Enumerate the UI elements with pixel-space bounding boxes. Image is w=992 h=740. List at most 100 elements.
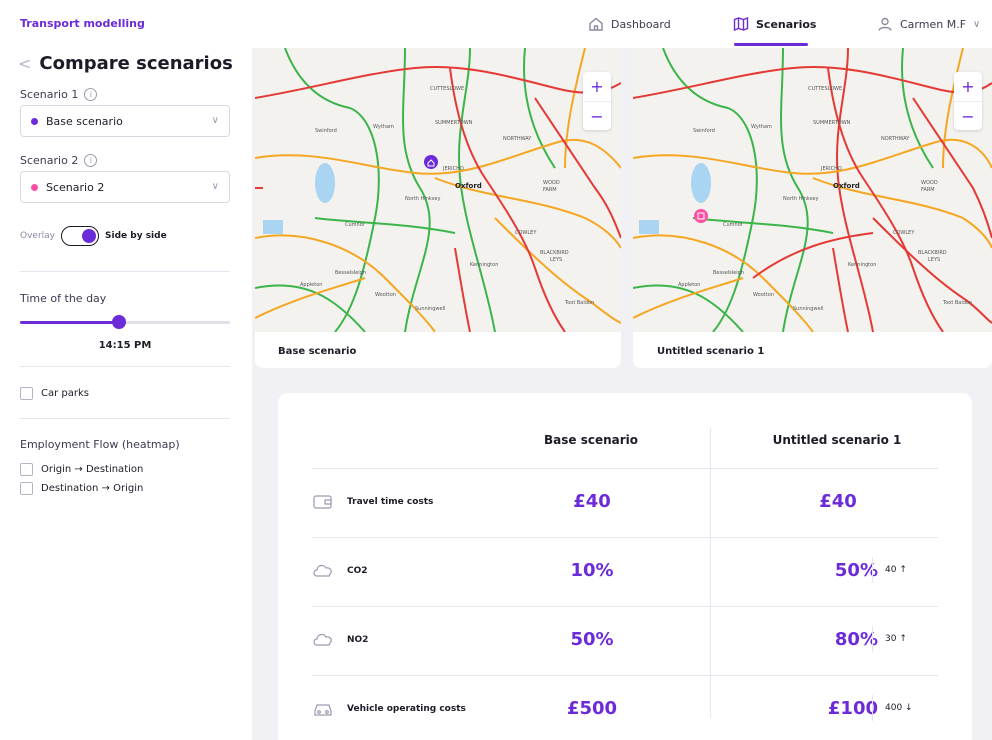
svg-text:Appleton: Appleton	[300, 282, 322, 288]
road-network: CUTTESLOWE SUMMERTOWN NORTHWAY Swinford …	[255, 48, 621, 332]
svg-text:LEYS: LEYS	[928, 257, 940, 263]
nav-dashboard[interactable]: Dashboard	[588, 16, 671, 32]
scenario1-select[interactable]: Base scenario ∨	[20, 105, 230, 137]
side-by-side-label[interactable]: Side by side	[105, 231, 167, 241]
toggle-knob	[82, 229, 96, 243]
map-card-base: CUTTESLOWE SUMMERTOWN NORTHWAY Swinford …	[255, 48, 621, 368]
svg-text:Besselsleigh: Besselsleigh	[335, 270, 366, 276]
view-mode-toggle[interactable]	[61, 226, 99, 246]
scenario2-select[interactable]: Scenario 2 ∨	[20, 171, 230, 203]
svg-text:WOOD: WOOD	[543, 180, 560, 186]
row-divider	[312, 675, 938, 676]
column-header-untitled: Untitled scenario 1	[772, 433, 902, 447]
svg-text:Kennington: Kennington	[848, 262, 876, 268]
svg-text:BLACKBIRD: BLACKBIRD	[918, 250, 947, 256]
user-name: Carmen M.F	[900, 17, 967, 31]
svg-text:Oxford: Oxford	[833, 182, 860, 190]
delta-badge: 400 ↓	[872, 695, 913, 721]
origin-destination-checkbox[interactable]	[20, 463, 33, 476]
svg-text:Sunningwell: Sunningwell	[793, 306, 823, 312]
svg-text:FARM: FARM	[543, 187, 557, 193]
origin-destination-label: Origin → Destination	[41, 464, 144, 475]
svg-text:BLACKBIRD: BLACKBIRD	[540, 250, 569, 256]
svg-text:COWLEY: COWLEY	[893, 230, 915, 236]
untitled-value: 80%	[834, 629, 878, 650]
scenario1-dot	[31, 117, 38, 125]
app-title[interactable]: Transport modelling	[20, 17, 145, 30]
svg-text:Besselsleigh: Besselsleigh	[713, 270, 744, 276]
table-row: Travel time costs £40 £40	[312, 469, 938, 537]
base-value: 50%	[570, 629, 614, 650]
nav-scenarios-label: Scenarios	[756, 17, 817, 31]
zoom-out-button[interactable]: −	[583, 101, 611, 130]
sidebar: < Compare scenarios Scenario 1 i Base sc…	[0, 48, 252, 740]
zoom-in-button[interactable]: +	[590, 77, 604, 96]
svg-text:SUMMERTOWN: SUMMERTOWN	[813, 120, 851, 126]
row-label: Vehicle operating costs	[347, 704, 466, 714]
svg-text:COWLEY: COWLEY	[515, 230, 537, 236]
overlay-label[interactable]: Overlay	[20, 231, 55, 241]
divider	[20, 366, 230, 367]
comparison-table: Base scenario Untitled scenario 1 Travel…	[278, 393, 972, 740]
zoom-out-button[interactable]: −	[954, 101, 982, 130]
svg-text:Swinford: Swinford	[315, 128, 337, 134]
column-header-base: Base scenario	[543, 433, 638, 447]
svg-text:FARM: FARM	[921, 187, 935, 193]
nav-dashboard-label: Dashboard	[611, 17, 671, 31]
svg-text:Wootton: Wootton	[375, 292, 396, 298]
info-icon[interactable]: i	[84, 88, 98, 101]
svg-text:Toot Baldon: Toot Baldon	[564, 300, 594, 306]
scenario1-value: Base scenario	[46, 114, 123, 128]
top-bar: Transport modelling Dashboard Scenarios …	[0, 0, 992, 48]
car-parks-label: Car parks	[41, 388, 89, 399]
car-parks-checkbox[interactable]	[20, 387, 33, 400]
column-divider	[710, 428, 711, 718]
time-slider[interactable]	[20, 315, 230, 329]
svg-text:Cumnor: Cumnor	[723, 222, 744, 228]
map-card-untitled: CUTTESLOWE SUMMERTOWN NORTHWAY Swinford …	[633, 48, 992, 368]
zoom-controls: + −	[954, 72, 982, 130]
destination-origin-checkbox[interactable]	[20, 482, 33, 495]
base-value: £40	[573, 491, 611, 512]
info-icon[interactable]: i	[84, 154, 98, 167]
nav-scenarios[interactable]: Scenarios	[733, 16, 816, 32]
untitled-value: 50%	[834, 560, 878, 581]
back-chevron-icon[interactable]: <	[18, 54, 32, 73]
car-parks-option[interactable]: Car parks	[20, 387, 89, 400]
map-caption-base: Base scenario	[278, 346, 357, 357]
map-base[interactable]: CUTTESLOWE SUMMERTOWN NORTHWAY Swinford …	[255, 48, 621, 332]
cloud-icon	[312, 631, 334, 649]
zoom-in-button[interactable]: +	[961, 77, 975, 96]
chevron-down-icon: ∨	[211, 115, 219, 126]
table-row: Vehicle operating costs £500 £100 400 ↓	[312, 676, 938, 740]
time-value: 14:15 PM	[98, 340, 152, 351]
svg-text:Oxford: Oxford	[455, 182, 482, 190]
table-row: CO2 10% 50% 40 ↑	[312, 538, 938, 606]
chevron-down-icon: ∨	[973, 18, 981, 30]
map-untitled[interactable]: CUTTESLOWE SUMMERTOWN NORTHWAY Swinford …	[633, 48, 992, 332]
scenario2-dot	[31, 183, 38, 191]
divider	[20, 418, 230, 419]
scenario1-label-text: Scenario 1	[20, 88, 79, 101]
scenario2-label-text: Scenario 2	[20, 154, 79, 167]
row-divider	[312, 537, 938, 538]
scenario2-value: Scenario 2	[46, 180, 105, 194]
svg-text:JERICHO: JERICHO	[820, 166, 842, 172]
zoom-controls: + −	[583, 72, 611, 130]
svg-text:Toot Baldon: Toot Baldon	[942, 300, 972, 306]
divider	[20, 271, 230, 272]
svg-text:Cumnor: Cumnor	[345, 222, 366, 228]
home-icon	[589, 17, 603, 31]
table-row: NO2 50% 80% 30 ↑	[312, 607, 938, 675]
svg-text:LEYS: LEYS	[550, 257, 562, 263]
time-slider-handle[interactable]	[111, 315, 126, 329]
delta-badge: 30 ↑	[872, 626, 907, 652]
page-title: < Compare scenarios	[18, 53, 233, 74]
user-menu[interactable]: Carmen M.F ∨	[877, 16, 980, 32]
svg-text:North Hinksey: North Hinksey	[783, 196, 818, 202]
untitled-value: £100	[827, 698, 878, 719]
origin-destination-option[interactable]: Origin → Destination	[20, 463, 143, 476]
scenario2-label: Scenario 2 i	[20, 154, 98, 167]
page-title-text: Compare scenarios	[39, 53, 233, 74]
destination-origin-option[interactable]: Destination → Origin	[20, 482, 143, 495]
